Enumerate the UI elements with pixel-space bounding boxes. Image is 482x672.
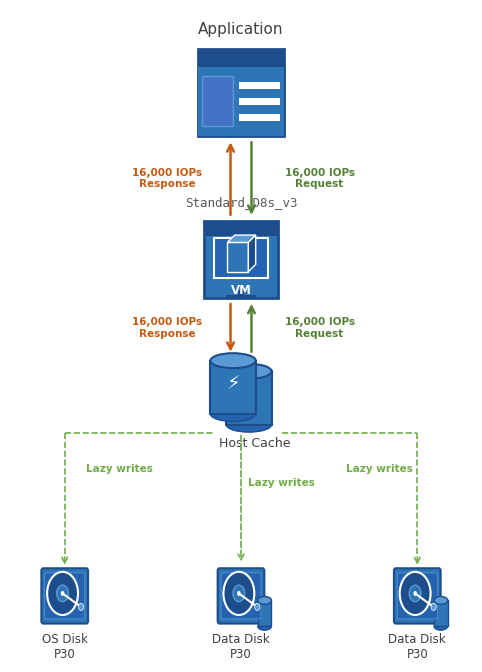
Ellipse shape bbox=[258, 597, 271, 604]
Text: 16,000 IOPs
Response: 16,000 IOPs Response bbox=[132, 168, 202, 190]
FancyBboxPatch shape bbox=[238, 290, 244, 298]
Circle shape bbox=[254, 603, 260, 610]
FancyBboxPatch shape bbox=[226, 296, 256, 299]
Text: Application: Application bbox=[198, 22, 284, 38]
Text: Data Disk
P30: Data Disk P30 bbox=[212, 633, 270, 661]
Text: 16,000 IOPs
Request: 16,000 IOPs Request bbox=[284, 317, 355, 339]
Text: VM: VM bbox=[230, 284, 252, 296]
FancyBboxPatch shape bbox=[198, 50, 284, 136]
FancyBboxPatch shape bbox=[45, 573, 85, 619]
Ellipse shape bbox=[226, 364, 271, 379]
FancyBboxPatch shape bbox=[204, 221, 278, 237]
FancyBboxPatch shape bbox=[211, 361, 256, 414]
Circle shape bbox=[409, 585, 421, 601]
Circle shape bbox=[57, 585, 68, 601]
Polygon shape bbox=[228, 235, 255, 243]
Text: Standard_D8s_v3: Standard_D8s_v3 bbox=[185, 196, 297, 209]
Text: ⚡: ⚡ bbox=[226, 374, 240, 394]
Circle shape bbox=[233, 585, 245, 601]
Ellipse shape bbox=[434, 622, 448, 630]
FancyBboxPatch shape bbox=[221, 573, 261, 619]
FancyBboxPatch shape bbox=[397, 573, 437, 619]
FancyBboxPatch shape bbox=[204, 221, 278, 298]
Ellipse shape bbox=[211, 407, 256, 421]
FancyBboxPatch shape bbox=[239, 82, 280, 89]
Circle shape bbox=[224, 572, 254, 615]
Text: OS Disk
P30: OS Disk P30 bbox=[42, 633, 88, 661]
FancyBboxPatch shape bbox=[202, 77, 233, 126]
Polygon shape bbox=[248, 235, 255, 271]
Circle shape bbox=[400, 572, 430, 615]
FancyBboxPatch shape bbox=[218, 569, 264, 624]
Ellipse shape bbox=[258, 622, 271, 630]
Text: Lazy writes: Lazy writes bbox=[346, 464, 413, 474]
Text: Lazy writes: Lazy writes bbox=[248, 478, 315, 488]
FancyBboxPatch shape bbox=[239, 98, 280, 105]
FancyBboxPatch shape bbox=[228, 243, 248, 271]
Text: Lazy writes: Lazy writes bbox=[86, 464, 153, 474]
Circle shape bbox=[431, 603, 436, 610]
Text: Host Cache: Host Cache bbox=[219, 437, 290, 450]
Circle shape bbox=[414, 591, 417, 596]
FancyBboxPatch shape bbox=[198, 67, 284, 136]
Circle shape bbox=[79, 603, 83, 610]
FancyBboxPatch shape bbox=[226, 372, 271, 425]
FancyBboxPatch shape bbox=[41, 569, 88, 624]
Circle shape bbox=[61, 591, 64, 596]
FancyBboxPatch shape bbox=[258, 600, 271, 626]
Ellipse shape bbox=[226, 417, 271, 432]
Circle shape bbox=[47, 572, 78, 615]
Text: 16,000 IOPs
Request: 16,000 IOPs Request bbox=[284, 168, 355, 190]
FancyBboxPatch shape bbox=[214, 238, 268, 278]
Ellipse shape bbox=[434, 597, 448, 604]
Text: 16,000 IOPs
Response: 16,000 IOPs Response bbox=[132, 317, 202, 339]
FancyBboxPatch shape bbox=[394, 569, 441, 624]
Text: Data Disk
P30: Data Disk P30 bbox=[388, 633, 446, 661]
FancyBboxPatch shape bbox=[434, 600, 448, 626]
FancyBboxPatch shape bbox=[239, 114, 280, 121]
Ellipse shape bbox=[211, 353, 256, 368]
Circle shape bbox=[237, 591, 241, 596]
FancyBboxPatch shape bbox=[198, 50, 284, 67]
